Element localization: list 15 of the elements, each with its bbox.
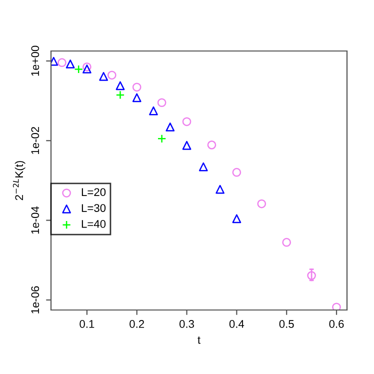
y-tick-label: 1e+00 — [31, 46, 40, 76]
x-tick-label: 0.3 — [179, 320, 194, 328]
y-tick-label: 1e-06 — [31, 286, 40, 314]
x-tick-label: 0.4 — [229, 320, 244, 328]
y-tick-label: 1e-02 — [31, 126, 40, 154]
x-axis-title: t — [198, 336, 200, 344]
legend-label: L=30 — [82, 204, 106, 212]
legend-label: L=20 — [82, 188, 106, 196]
y-axis-title: 2$^{−2L}$K(t) — [12, 161, 26, 200]
y-tick-label: 1e-04 — [31, 206, 40, 234]
x-tick-label: 0.2 — [130, 320, 144, 328]
x-tick-label: 0.5 — [279, 320, 294, 328]
x-tick-label: 0.1 — [80, 320, 94, 328]
x-tick-label: 0.6 — [329, 320, 344, 328]
legend-label: L=40 — [82, 220, 106, 228]
